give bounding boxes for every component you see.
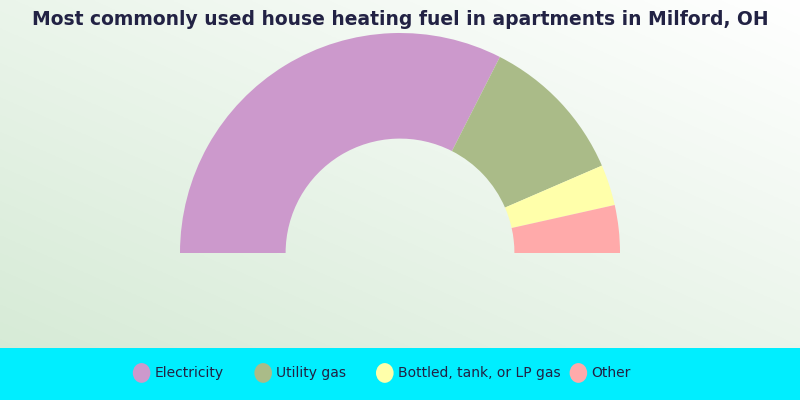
Wedge shape bbox=[512, 205, 620, 253]
Ellipse shape bbox=[133, 363, 150, 383]
Text: Other: Other bbox=[591, 366, 630, 380]
Ellipse shape bbox=[570, 363, 587, 383]
Text: Most commonly used house heating fuel in apartments in Milford, OH: Most commonly used house heating fuel in… bbox=[32, 10, 768, 29]
Wedge shape bbox=[452, 57, 602, 208]
Wedge shape bbox=[180, 33, 500, 253]
Wedge shape bbox=[505, 166, 614, 228]
Ellipse shape bbox=[376, 363, 394, 383]
Ellipse shape bbox=[254, 363, 272, 383]
Text: Bottled, tank, or LP gas: Bottled, tank, or LP gas bbox=[398, 366, 560, 380]
Text: Electricity: Electricity bbox=[154, 366, 223, 380]
Text: Utility gas: Utility gas bbox=[276, 366, 346, 380]
